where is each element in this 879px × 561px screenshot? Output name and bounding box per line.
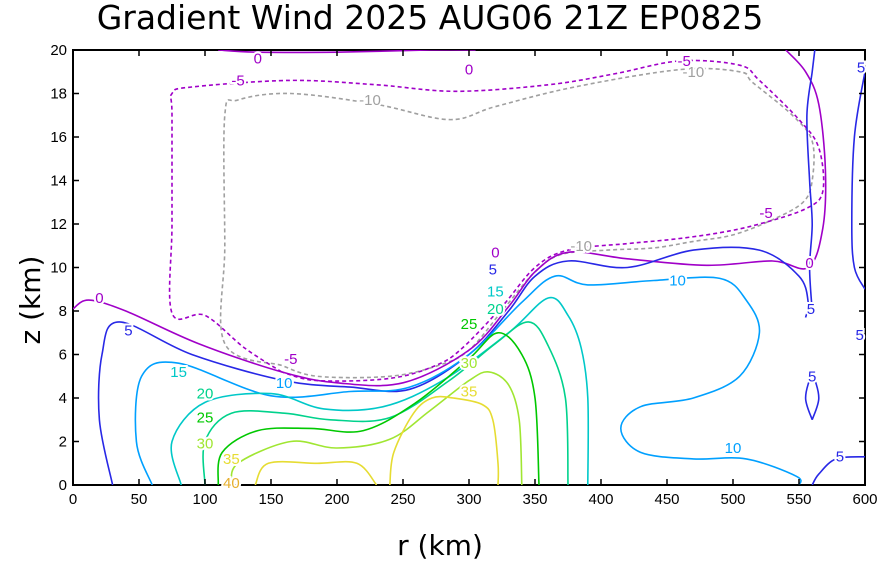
y-axis: 0 2 4 6 8 10 12 14 16 18 20 <box>50 42 865 494</box>
contour-value-label: 35 <box>461 383 478 400</box>
contour-value-label: 5 <box>124 323 132 340</box>
y-tick-label: 20 <box>50 42 67 59</box>
contour-value-label: 5 <box>857 59 865 76</box>
contour-lines <box>73 50 865 485</box>
contour-line <box>230 371 523 485</box>
contour-line <box>168 59 825 382</box>
x-tick-label: 0 <box>69 491 77 508</box>
x-tick-label: 400 <box>588 491 613 508</box>
x-axis-label: r (km) <box>397 529 483 561</box>
contour-value-label: 0 <box>95 290 103 307</box>
contour-line <box>806 50 816 312</box>
contour-line <box>217 332 540 485</box>
x-tick-label: 150 <box>258 491 283 508</box>
contour-line <box>851 71 865 290</box>
contour-value-label: 15 <box>170 364 187 381</box>
contour-value-label: 15 <box>487 283 504 300</box>
contour-line <box>134 274 802 485</box>
contour-value-label: -5 <box>284 351 297 368</box>
x-tick-label: 300 <box>456 491 481 508</box>
y-tick-label: 10 <box>50 260 67 277</box>
x-tick-label: 600 <box>852 491 877 508</box>
contour-value-label: 35 <box>223 451 240 468</box>
y-axis-label: z (km) <box>14 256 47 345</box>
contour-line <box>170 296 590 485</box>
contour-value-label: 0 <box>465 62 473 79</box>
contour-value-label: 20 <box>197 386 214 403</box>
contour-value-label: 20 <box>487 301 504 318</box>
contour-value-label: -10 <box>683 64 705 81</box>
contour-value-label: -10 <box>359 92 381 109</box>
contour-value-label: 5 <box>489 262 497 279</box>
x-tick-label: 500 <box>720 491 745 508</box>
contour-value-label: 0 <box>254 51 262 68</box>
contour-value-label: 5 <box>836 449 844 466</box>
contour-value-label: -5 <box>677 53 690 70</box>
contour-line <box>219 67 815 379</box>
contour-value-label: 5 <box>807 301 815 318</box>
x-tick-label: 200 <box>324 491 349 508</box>
y-tick-label: 12 <box>50 216 67 233</box>
contour-value-label: -5 <box>759 205 772 222</box>
y-tick-label: 6 <box>59 347 67 364</box>
contour-line <box>73 50 827 387</box>
y-tick-label: 14 <box>50 173 67 190</box>
x-tick-label: 50 <box>131 491 148 508</box>
x-tick-label: 100 <box>192 491 217 508</box>
contour-value-label: 10 <box>725 440 742 457</box>
x-axis: 0 50 100 150 200 250 300 350 400 450 500 550 600 <box>69 50 878 508</box>
y-tick-label: 4 <box>59 390 67 407</box>
chart-title: Gradient Wind 2025 AUG06 21Z EP0825 <box>97 0 764 37</box>
y-tick-label: 2 <box>59 434 67 451</box>
y-tick-label: 0 <box>59 477 67 494</box>
plot-frame <box>72 49 866 486</box>
contour-value-label: 30 <box>197 436 214 453</box>
contour-value-label: 40 <box>223 475 240 492</box>
contour-value-label: 25 <box>197 410 214 427</box>
contour-value-label: -10 <box>570 238 592 255</box>
contour-value-label: 5 <box>856 327 864 344</box>
y-tick-label: 8 <box>59 303 67 320</box>
contour-line <box>811 455 865 485</box>
contour-line <box>254 460 378 485</box>
contour-value-label: 10 <box>276 375 293 392</box>
x-tick-label: 450 <box>654 491 679 508</box>
contour-value-label: 5 <box>808 368 816 385</box>
y-tick-label: 16 <box>50 129 67 146</box>
y-tick-label: 18 <box>50 86 67 103</box>
contour-value-label: -5 <box>231 72 244 89</box>
contour-value-label: 0 <box>805 255 813 272</box>
contour-line <box>389 395 500 485</box>
x-tick-label: 550 <box>786 491 811 508</box>
contour-value-label: 0 <box>491 244 499 261</box>
contour-line <box>202 321 569 485</box>
contour-line <box>804 375 820 421</box>
contour-value-label: 10 <box>669 273 686 290</box>
contour-value-label: 30 <box>461 355 478 372</box>
x-tick-label: 250 <box>390 491 415 508</box>
x-tick-label: 350 <box>522 491 547 508</box>
contour-value-label: 25 <box>461 316 478 333</box>
